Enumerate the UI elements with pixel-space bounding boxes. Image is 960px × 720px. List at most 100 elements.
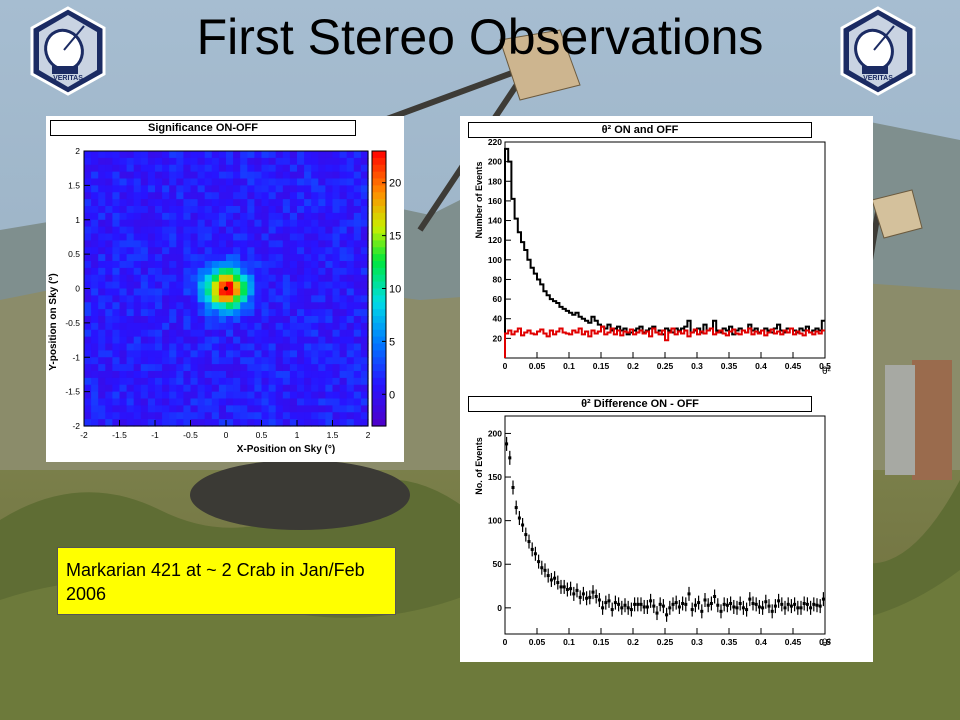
heatmap-cell xyxy=(98,329,106,338)
data-point xyxy=(617,602,621,606)
heatmap-cell xyxy=(176,247,184,255)
heatmap-cell xyxy=(169,357,177,365)
heatmap-cell xyxy=(240,247,248,255)
heatmap-cell xyxy=(332,343,341,351)
heatmap-cell xyxy=(311,329,319,338)
heatmap-cell xyxy=(190,254,199,262)
heatmap-cell xyxy=(218,309,227,317)
heatmap-cell xyxy=(282,157,291,166)
heatmap-cell xyxy=(233,233,241,241)
heatmap-cell xyxy=(289,412,298,420)
heatmap-cell xyxy=(84,254,92,262)
heatmap-cell xyxy=(197,212,206,221)
heatmap-cell xyxy=(162,364,170,372)
heatmap-cell xyxy=(98,357,106,365)
heatmap-cell xyxy=(204,274,213,283)
heatmap-cell xyxy=(304,247,312,255)
heatmap-cell xyxy=(240,343,248,351)
x-tick-label: 0.15 xyxy=(593,637,610,647)
heatmap-cell xyxy=(332,398,341,406)
heatmap-cell xyxy=(155,212,163,221)
heatmap-cell xyxy=(254,302,263,310)
heatmap-cell xyxy=(297,261,305,269)
heatmap-cell xyxy=(140,247,149,255)
heatmap-cell xyxy=(254,274,263,283)
heatmap-cell xyxy=(311,219,319,228)
heatmap-cell xyxy=(98,377,106,386)
heatmap-cell xyxy=(261,199,270,207)
heatmap-cell xyxy=(360,199,369,207)
heatmap-cell xyxy=(147,295,156,303)
heatmap-cell xyxy=(91,288,99,296)
heatmap-cell xyxy=(183,364,192,372)
heatmap-cell xyxy=(318,343,326,351)
heatmap-cell xyxy=(197,377,206,386)
heatmap-cell xyxy=(91,371,99,379)
heatmap-cell xyxy=(162,288,170,296)
heatmap-cell xyxy=(197,329,206,338)
heatmap-cell xyxy=(240,419,248,427)
heatmap-cell xyxy=(332,371,341,379)
heatmap-cell xyxy=(346,192,355,200)
heatmap-cell xyxy=(282,233,291,241)
heatmap-cell xyxy=(98,206,106,214)
heatmap-cell xyxy=(119,261,128,269)
y-axis-label: Y-position on Sky (°) xyxy=(48,273,59,370)
heatmap-cell xyxy=(133,212,142,221)
data-point xyxy=(815,603,819,607)
heatmap-cell xyxy=(98,309,106,317)
heatmap-cell xyxy=(119,405,128,413)
heatmap-cell xyxy=(289,357,298,365)
heatmap-cell xyxy=(183,171,192,180)
data-point xyxy=(610,608,614,612)
data-point xyxy=(748,597,752,601)
heatmap-cell xyxy=(176,178,184,186)
heatmap-cell xyxy=(261,233,270,241)
heatmap-cell xyxy=(247,384,255,393)
y-tick-label: 100 xyxy=(488,255,502,265)
heatmap-cell xyxy=(140,322,149,331)
heatmap-cell xyxy=(147,192,156,200)
heatmap-cell xyxy=(204,240,213,248)
data-point xyxy=(799,606,803,610)
heatmap-cell xyxy=(218,412,227,420)
heatmap-cell xyxy=(91,357,99,365)
heatmap-cell xyxy=(176,254,184,262)
heatmap-cell xyxy=(304,151,312,159)
heatmap-cell xyxy=(218,302,227,310)
heatmap-cell xyxy=(84,226,92,235)
heatmap-cell xyxy=(211,364,220,372)
heatmap-cell xyxy=(282,151,291,159)
heatmap-cell xyxy=(169,288,177,296)
heatmap-cell xyxy=(91,178,99,186)
heatmap-cell xyxy=(282,316,291,324)
heatmap-cell xyxy=(247,267,255,276)
heatmap-cell xyxy=(98,350,106,358)
heatmap-cell xyxy=(261,157,270,166)
veritas-logo-right: VERITAS xyxy=(840,6,916,96)
heatmap-cell xyxy=(133,419,142,427)
heatmap-cell xyxy=(119,254,128,262)
colorbar-segment xyxy=(372,357,386,365)
data-point xyxy=(607,599,611,603)
heatmap-cell xyxy=(282,267,291,276)
heatmap-cell xyxy=(360,247,369,255)
heatmap-cell xyxy=(183,219,192,228)
colorbar-segment xyxy=(372,343,386,351)
heatmap-cell xyxy=(339,412,348,420)
heatmap-cell xyxy=(197,302,206,310)
heatmap-cell xyxy=(360,274,369,283)
heatmap-cell xyxy=(84,192,92,200)
heatmap-cell xyxy=(162,233,170,241)
heatmap-cell xyxy=(176,192,184,200)
heatmap-cell xyxy=(211,419,220,427)
heatmap-cell xyxy=(325,233,334,241)
heatmap-cell xyxy=(105,199,113,207)
heatmap-cell xyxy=(261,419,270,427)
data-point xyxy=(761,606,765,610)
heatmap-cell xyxy=(133,185,142,193)
heatmap-cell xyxy=(268,412,277,420)
heatmap-cell xyxy=(140,302,149,310)
heatmap-cell xyxy=(183,377,192,386)
heatmap-cell xyxy=(84,343,92,351)
